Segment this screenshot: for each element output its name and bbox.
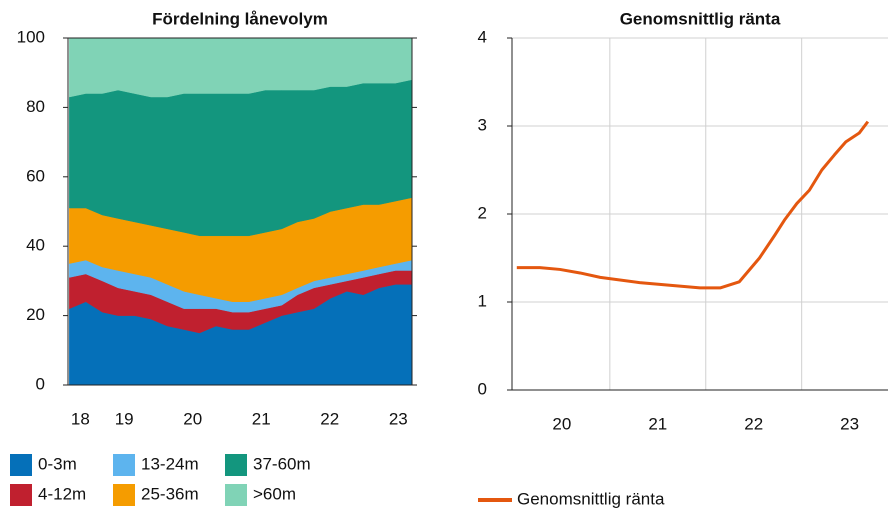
y-tick-label: 20 (26, 305, 45, 324)
legend-swatch (225, 484, 247, 506)
x-tick-label: 22 (320, 409, 339, 428)
x-tick-label: 22 (744, 414, 763, 433)
y-tick-label: 100 (17, 27, 45, 46)
legend-swatch (10, 484, 32, 506)
legend-swatch (225, 454, 247, 476)
x-tick-label: 23 (840, 414, 859, 433)
legend-label: >60m (253, 484, 296, 503)
chart-title: Genomsnittlig ränta (620, 9, 781, 28)
x-tick-label: 21 (648, 414, 667, 433)
legend-swatch (10, 454, 32, 476)
x-tick-label: 18 (71, 409, 90, 428)
legend-label: 13-24m (141, 454, 199, 473)
x-tick-label: 21 (252, 409, 271, 428)
y-tick-label: 4 (478, 27, 487, 46)
x-tick-label: 20 (552, 414, 571, 433)
x-tick-label: 19 (115, 409, 134, 428)
y-tick-label: 0 (36, 374, 45, 393)
legend-label: Genomsnittlig ränta (517, 489, 665, 508)
chart-title: Fördelning lånevolym (152, 9, 328, 28)
legend-label: 0-3m (38, 454, 77, 473)
legend-label: 4-12m (38, 484, 86, 503)
y-tick-label: 3 (478, 115, 487, 134)
y-tick-label: 2 (478, 203, 487, 222)
legend-swatch (113, 454, 135, 476)
y-tick-label: 80 (26, 97, 45, 116)
y-tick-label: 60 (26, 166, 45, 185)
y-tick-label: 40 (26, 236, 45, 255)
x-tick-label: 20 (183, 409, 202, 428)
legend-label: 25-36m (141, 484, 199, 503)
legend-label: 37-60m (253, 454, 311, 473)
x-tick-label: 23 (389, 409, 408, 428)
y-tick-label: 0 (478, 379, 487, 398)
line (516, 120, 870, 290)
plot-frame (67, 37, 413, 386)
y-tick-label: 1 (478, 291, 487, 310)
legend-swatch (113, 484, 135, 506)
